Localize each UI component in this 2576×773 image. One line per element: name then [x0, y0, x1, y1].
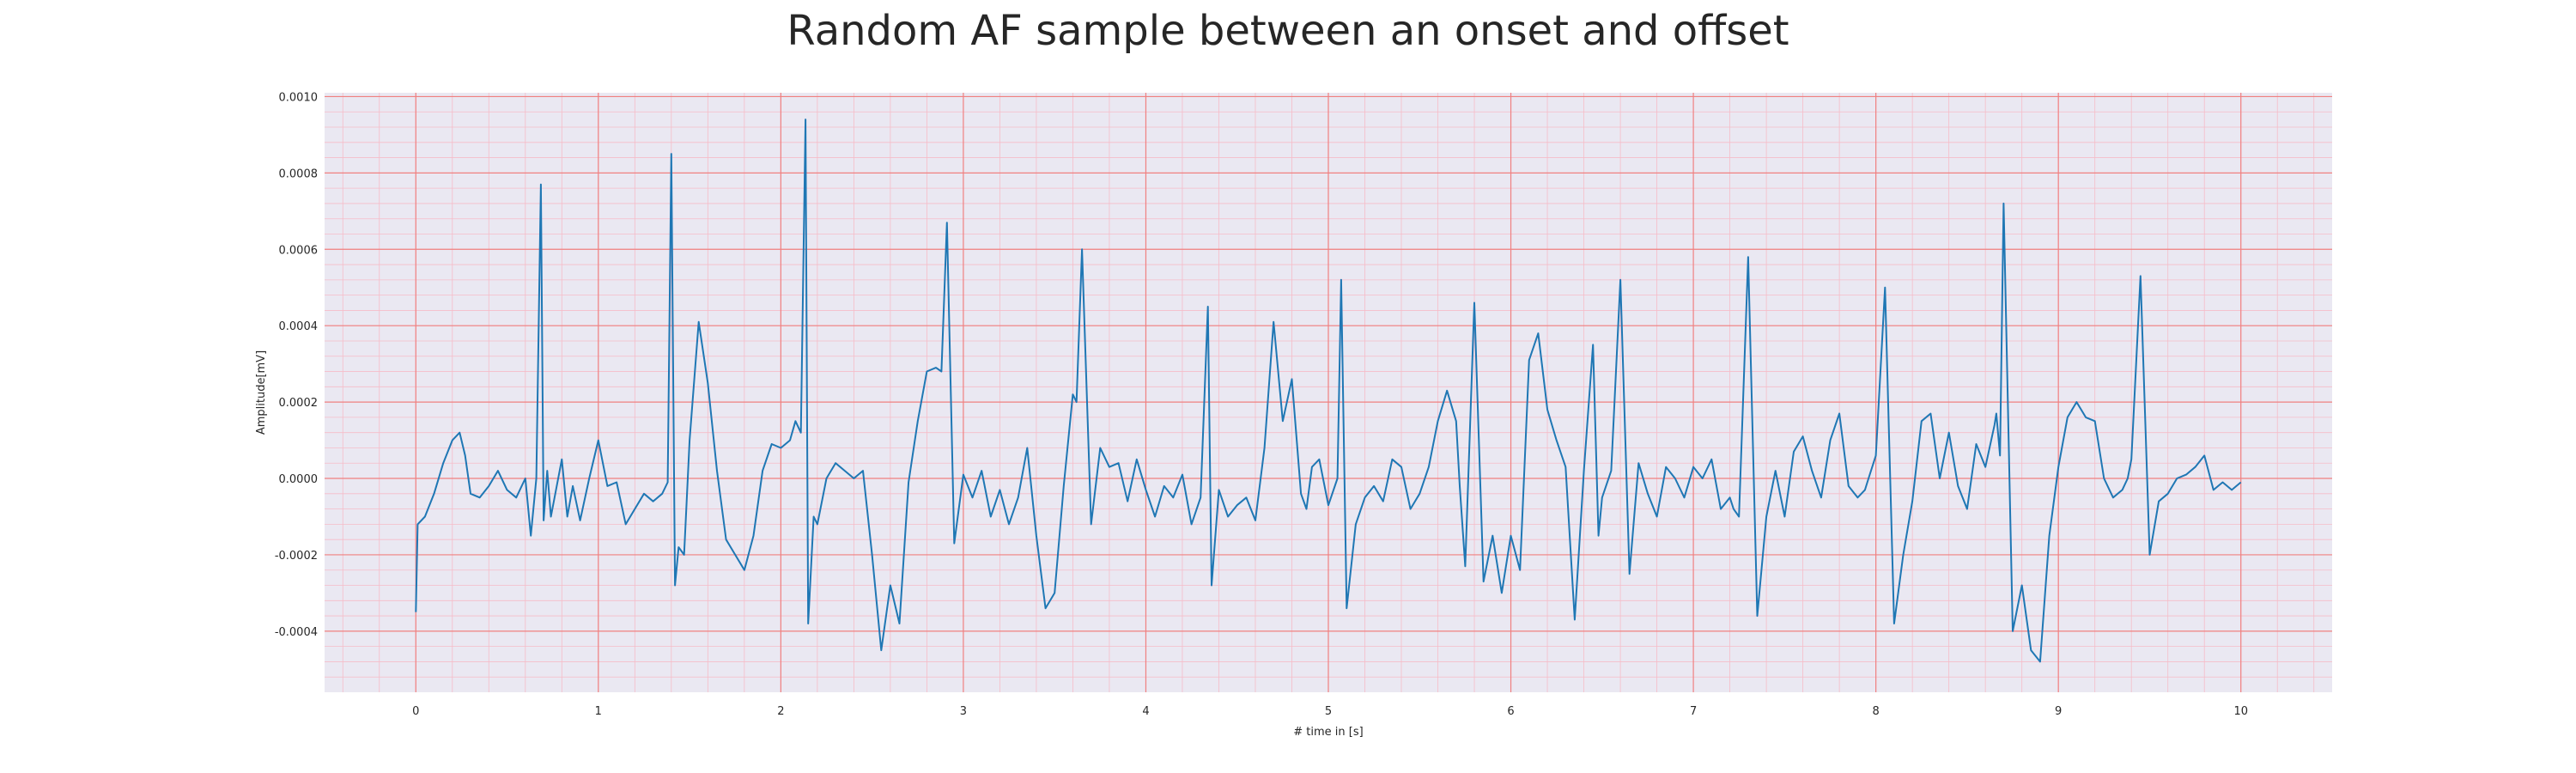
x-tick-label: 3	[960, 705, 967, 718]
x-axis-label: # time in [s]	[1293, 726, 1363, 739]
x-tick-label: 6	[1507, 705, 1514, 718]
y-tick-label: 0.0006	[279, 244, 319, 257]
y-tick-label: 0.0010	[279, 91, 319, 104]
y-tick-label: 0.0004	[279, 320, 319, 333]
x-tick-label: 5	[1325, 705, 1332, 718]
y-tick-label: 0.0002	[279, 397, 319, 410]
x-tick-label: 10	[2233, 705, 2248, 718]
x-tick-label: 1	[595, 705, 602, 718]
x-tick-label: 0	[412, 705, 419, 718]
y-tick-label: -0.0002	[275, 550, 318, 563]
y-tick-label: -0.0004	[275, 626, 318, 639]
x-tick-label: 9	[2055, 705, 2062, 718]
x-tick-label: 8	[1872, 705, 1879, 718]
x-tick-label: 7	[1690, 705, 1697, 718]
y-tick-label: 0.0008	[279, 167, 319, 180]
x-tick-label: 4	[1142, 705, 1149, 718]
x-axis-ticks: 0 1 2 3 4 5 6 7 8 9 10	[412, 705, 2248, 718]
y-axis-label: Amplitude[mV]	[255, 350, 268, 435]
x-tick-label: 2	[777, 705, 784, 718]
y-axis-ticks: -0.0004 -0.0002 0.0000 0.0002 0.0004 0.0006 0.…	[275, 91, 318, 638]
y-tick-label: 0.0000	[279, 473, 319, 486]
